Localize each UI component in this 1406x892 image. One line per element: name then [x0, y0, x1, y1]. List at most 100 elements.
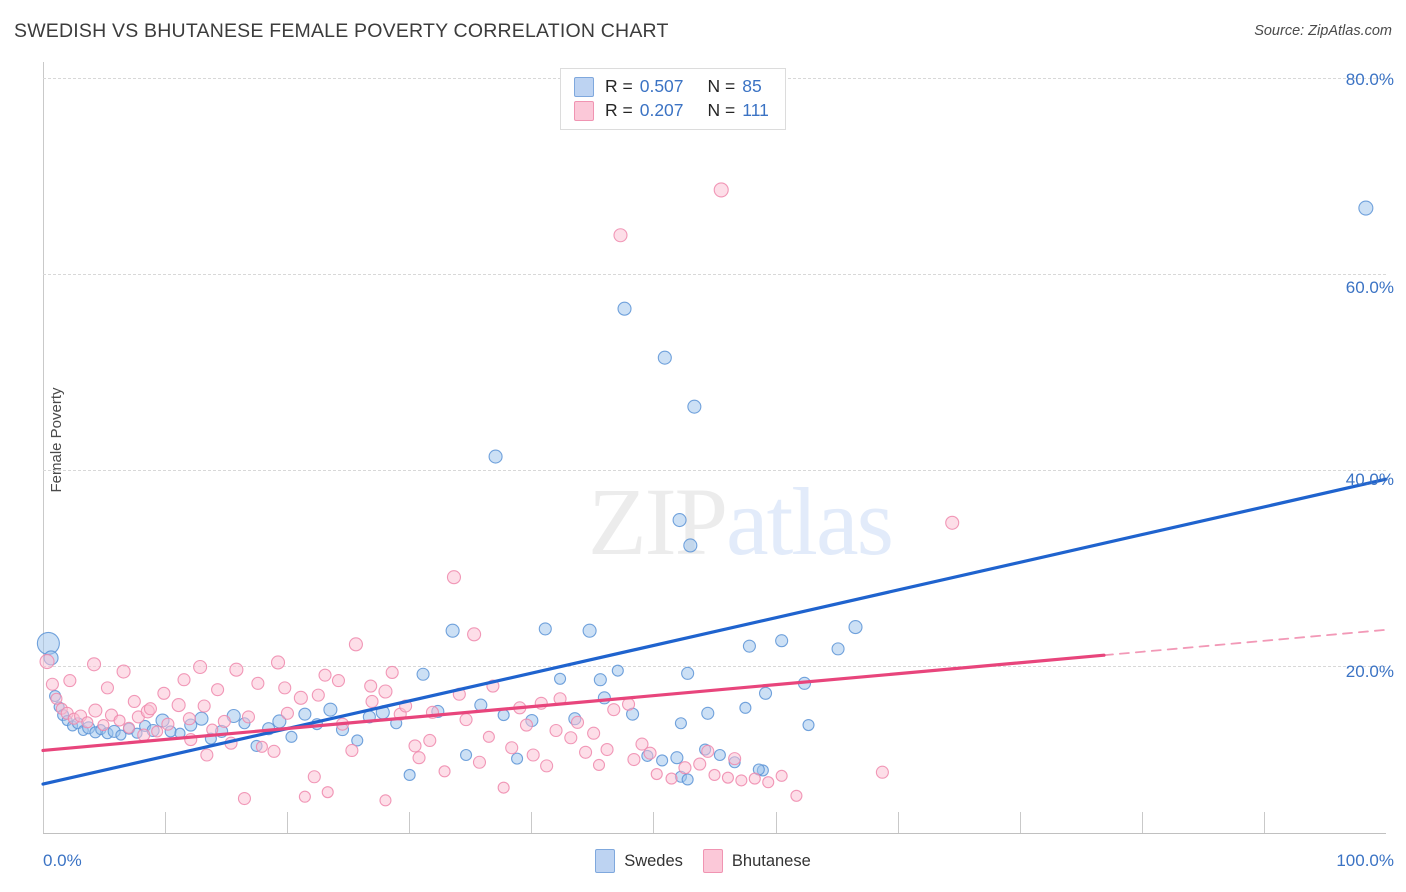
- stats-n-label-swedes: N =: [707, 76, 736, 96]
- data-point: [113, 714, 126, 727]
- data-point: [681, 666, 695, 680]
- data-point: [229, 662, 244, 677]
- data-point: [802, 719, 815, 732]
- data-point: [472, 755, 487, 769]
- plot-area: ZIPatlas: [36, 62, 1388, 833]
- stats-r-value-bhutanese: 0.207: [639, 100, 684, 120]
- data-point: [416, 667, 430, 681]
- data-point: [635, 737, 649, 751]
- data-point: [505, 741, 519, 755]
- x-axis-tick: [897, 812, 899, 833]
- data-point: [875, 765, 889, 779]
- data-point: [657, 350, 672, 365]
- y-tick-label-80: 80.0%: [1345, 70, 1394, 89]
- data-point: [511, 752, 524, 765]
- data-point: [848, 620, 863, 635]
- data-point: [687, 399, 702, 414]
- data-point: [665, 772, 678, 785]
- data-point: [570, 715, 585, 729]
- data-point: [497, 781, 510, 794]
- source-attribution: Source: ZipAtlas.com: [1254, 23, 1392, 39]
- x-axis-tick: [165, 812, 167, 833]
- data-point: [438, 765, 451, 778]
- scatter-points-layer: [36, 182, 1374, 807]
- x-axis-tick: [1141, 812, 1143, 833]
- data-point: [385, 665, 399, 680]
- trendlines-layer: [41, 477, 1388, 786]
- data-point: [538, 622, 552, 636]
- data-point: [351, 734, 364, 747]
- gridline-20: [43, 666, 1386, 667]
- x-axis-tick: [287, 812, 289, 833]
- data-point: [171, 698, 186, 713]
- data-point: [683, 538, 698, 553]
- data-point: [549, 723, 563, 738]
- data-point: [701, 706, 715, 720]
- data-point: [285, 730, 298, 743]
- data-point: [255, 740, 268, 753]
- data-point: [116, 664, 131, 679]
- stats-n-value-bhutanese: 111: [742, 100, 769, 120]
- data-point: [713, 182, 729, 198]
- data-point: [611, 664, 624, 677]
- data-point: [157, 686, 171, 700]
- data-point: [650, 767, 663, 781]
- data-point: [39, 654, 55, 670]
- data-point: [97, 719, 110, 732]
- data-point: [270, 655, 286, 670]
- data-point: [831, 642, 845, 656]
- data-point: [364, 679, 378, 693]
- data-point: [293, 690, 308, 705]
- data-point: [311, 688, 325, 702]
- data-point: [735, 774, 748, 787]
- data-point: [251, 676, 265, 690]
- data-point: [459, 748, 473, 762]
- stats-row-swedes: R = 0.507 N = 85: [574, 76, 769, 97]
- x-axis-tick: [653, 812, 655, 833]
- data-point: [445, 623, 460, 638]
- data-point: [423, 733, 437, 748]
- correlation-stats-legend: R = 0.507 N = 85 R = 0.207 N = 111: [560, 68, 786, 130]
- data-point: [775, 769, 788, 782]
- data-point: [378, 684, 393, 699]
- data-point: [237, 791, 251, 806]
- data-point: [379, 794, 392, 807]
- data-point: [348, 637, 363, 652]
- data-point: [748, 772, 761, 785]
- data-point: [708, 768, 721, 782]
- data-point: [775, 634, 789, 648]
- data-point: [945, 515, 960, 530]
- data-point: [728, 752, 742, 766]
- data-point: [488, 449, 503, 464]
- data-point: [656, 754, 669, 767]
- y-tick-label-40: 40.0%: [1345, 470, 1394, 489]
- legend-item-bhutanese[interactable]: Bhutanese: [702, 849, 811, 873]
- x-axis-tick: [409, 812, 411, 833]
- data-point: [45, 677, 59, 691]
- data-point: [241, 710, 256, 724]
- data-point: [678, 761, 692, 775]
- stats-r-label-bhutanese: R =: [605, 100, 633, 120]
- data-point: [365, 694, 379, 709]
- legend-swatch-bhutanese-icon: [702, 849, 723, 873]
- data-point: [617, 301, 632, 316]
- data-point: [739, 701, 752, 714]
- trendline-extension-bhutanese: [1103, 628, 1387, 657]
- data-point: [318, 668, 332, 682]
- data-point: [613, 228, 628, 243]
- data-point: [672, 513, 687, 528]
- stats-n-label-bhutanese: N =: [707, 100, 736, 120]
- data-point: [482, 730, 495, 743]
- legend-item-swedes[interactable]: Swedes: [595, 849, 683, 873]
- data-point: [403, 768, 416, 782]
- y-tick-label-60: 60.0%: [1345, 278, 1394, 297]
- data-point: [670, 751, 684, 765]
- data-point: [412, 751, 426, 765]
- data-point: [693, 757, 707, 771]
- data-point: [742, 639, 756, 653]
- data-point: [526, 748, 540, 762]
- data-point: [307, 770, 321, 784]
- x-axis-tick: [775, 812, 777, 833]
- x-axis-line: [43, 833, 1386, 834]
